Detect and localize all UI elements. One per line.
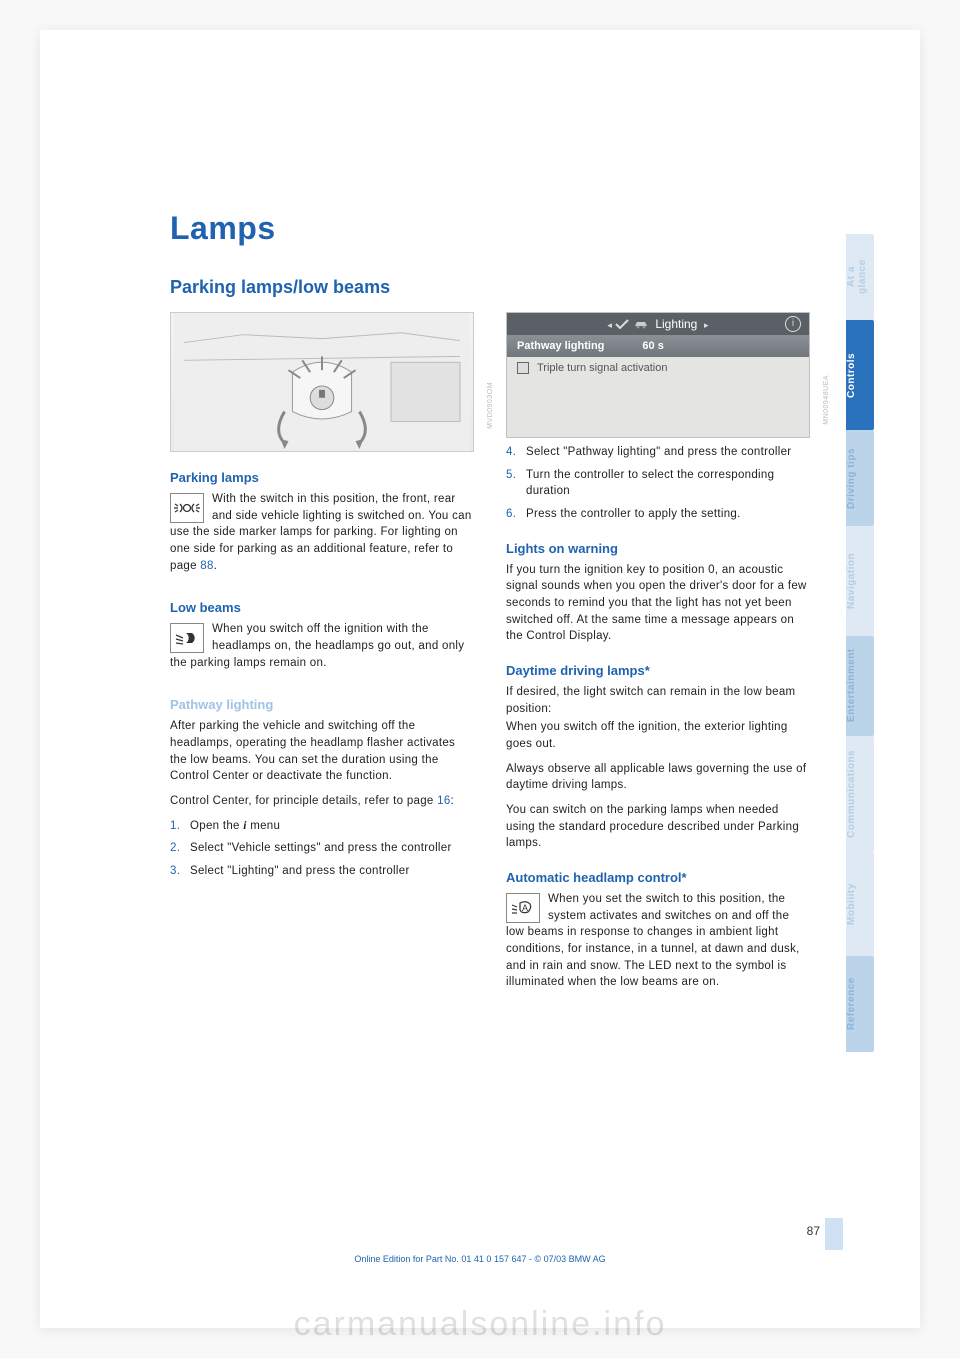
chapter-title: Lamps (170, 210, 810, 247)
screen-row-selected: Pathway lighting 60 s (507, 335, 809, 357)
tab-entertainment[interactable]: Entertainment (846, 636, 874, 736)
step-5: 5. Turn the controller to select the corr… (506, 467, 810, 500)
tab-reference[interactable]: Reference (846, 956, 874, 1052)
right-arrow-icon: ▸ (704, 320, 709, 330)
tab-controls[interactable]: Controls (846, 320, 874, 430)
daytime-heading: Daytime driving lamps* (506, 663, 810, 678)
daytime-p2: When you switch off the ignition, the ex… (506, 719, 810, 752)
step-num: 6. (506, 506, 516, 523)
auto-body: A When you set the switch to this positi… (506, 891, 810, 991)
tab-communications[interactable]: Communications (846, 736, 874, 852)
dashboard-svg (171, 313, 473, 451)
footer-text: Online Edition for Part No. 01 41 0 157 … (40, 1254, 920, 1264)
screen-spacer (507, 379, 809, 437)
pathway-p2a: Control Center, for principle details, r… (170, 795, 437, 807)
step-num: 5. (506, 467, 516, 484)
check-icon (615, 319, 629, 329)
step-6: 6. Press the controller to apply the sett… (506, 506, 810, 523)
idrive-screenshot: ◂ Lighting ▸ i Pathway lighting 60 s Tri… (506, 312, 810, 438)
row2-label: Triple turn signal activation (537, 362, 667, 374)
low-beams-icon (170, 623, 204, 653)
daytime-p1: If desired, the light switch can remain … (506, 684, 810, 717)
low-beams-heading: Low beams (170, 600, 474, 615)
parking-lamps-tail: . (214, 560, 218, 572)
manual-page: Lamps Parking lamps/low beams (40, 30, 920, 1328)
figure-caption-left: MVD0903OM (487, 382, 494, 429)
row-label: Pathway lighting (517, 340, 604, 352)
car-icon (633, 319, 649, 329)
step-3: 3. Select "Lighting" and press the contro… (170, 863, 474, 880)
step-num: 2. (170, 840, 180, 857)
pathway-p2b: : (451, 795, 455, 807)
daytime-p3: Always observe all applicable laws gover… (506, 761, 810, 794)
screen-row-option: Triple turn signal activation (507, 357, 809, 379)
watermark: carmanualsonline.info (294, 1305, 667, 1344)
page-link-16[interactable]: 16 (437, 795, 450, 807)
auto-heading: Automatic headlamp control* (506, 870, 810, 885)
daytime-p4: You can switch on the parking lamps when… (506, 802, 810, 852)
screen-title: Lighting (655, 317, 697, 331)
step-num: 3. (170, 863, 180, 880)
side-tabs: At a glanceControlsDriving tipsNavigatio… (846, 234, 874, 1052)
row-value: 60 s (642, 340, 663, 352)
tab-driving-tips[interactable]: Driving tips (846, 430, 874, 526)
tab-mobility[interactable]: Mobility (846, 852, 874, 956)
pathway-heading: Pathway lighting (170, 697, 474, 712)
parking-lamps-icon (170, 493, 204, 523)
tab-at-a-glance[interactable]: At a glance (846, 234, 874, 320)
step-4-text: Select "Pathway lighting" and press the … (526, 446, 791, 458)
low-beams-body: When you switch off the ignition with th… (170, 621, 474, 671)
step-5-text: Turn the controller to select the corres… (526, 469, 774, 498)
screen-titlebar: ◂ Lighting ▸ i (507, 313, 809, 335)
step-num: 1. (170, 818, 180, 835)
lights-on-heading: Lights on warning (506, 541, 810, 556)
step-6-text: Press the controller to apply the settin… (526, 508, 741, 520)
step-2-text: Select "Vehicle settings" and press the … (190, 842, 452, 854)
pathway-p2: Control Center, for principle details, r… (170, 793, 474, 810)
left-arrow-icon: ◂ (607, 320, 612, 330)
section-title: Parking lamps/low beams (170, 277, 810, 298)
auto-headlamp-icon: A (506, 893, 540, 923)
checkbox-icon (517, 362, 529, 374)
step-num: 4. (506, 444, 516, 461)
dashboard-illustration: MVD0903OM (170, 312, 474, 452)
info-icon: i (785, 316, 801, 332)
parking-lamps-heading: Parking lamps (170, 470, 474, 485)
step-1: 1.Open the i menu (170, 818, 474, 835)
step-2: 2. Select "Vehicle settings" and press th… (170, 840, 474, 857)
two-column-layout: MVD0903OM Parking lamps With the switch (170, 312, 810, 999)
svg-text:A: A (522, 903, 528, 913)
screen-caption: MN00948UEA (823, 375, 830, 425)
step-4: 4. Select "Pathway lighting" and press th… (506, 444, 810, 461)
auto-body-text: When you set the switch to this position… (506, 893, 800, 988)
page-content: Lamps Parking lamps/low beams (170, 210, 810, 999)
pathway-steps-cont: 4. Select "Pathway lighting" and press th… (506, 444, 810, 523)
page-number: 87 (807, 1224, 820, 1238)
step-3-text: Select "Lighting" and press the controll… (190, 865, 410, 877)
pathway-p1: After parking the vehicle and switching … (170, 718, 474, 785)
i-menu-icon: i (243, 820, 247, 832)
lights-on-body: If you turn the ignition key to position… (506, 562, 810, 645)
pathway-steps: 1.Open the i menu 2. Select "Vehicle sett… (170, 818, 474, 880)
page-link-88[interactable]: 88 (200, 560, 213, 572)
right-column: ◂ Lighting ▸ i Pathway lighting 60 s Tri… (506, 312, 810, 999)
low-beams-text: When you switch off the ignition with th… (170, 623, 464, 668)
left-column: MVD0903OM Parking lamps With the switch (170, 312, 474, 999)
tab-navigation[interactable]: Navigation (846, 526, 874, 636)
parking-lamps-body: With the switch in this position, the fr… (170, 491, 474, 574)
page-number-bar (825, 1218, 843, 1250)
